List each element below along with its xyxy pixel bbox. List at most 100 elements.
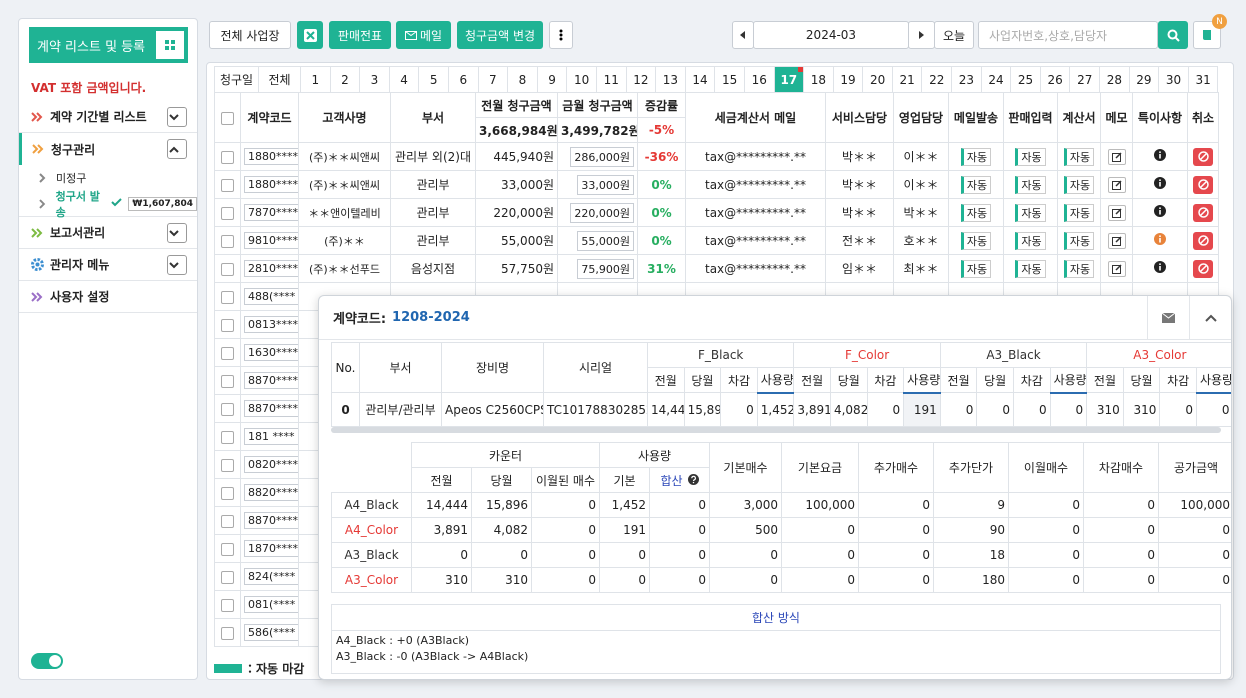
row-checkbox[interactable]	[214, 478, 241, 507]
day[interactable]: 2	[329, 66, 361, 93]
row-checkbox[interactable]	[214, 198, 241, 227]
cancel-button[interactable]	[1193, 147, 1213, 166]
day[interactable]: 18	[803, 66, 834, 93]
day[interactable]: 8	[507, 66, 538, 93]
day[interactable]: 27	[1069, 66, 1101, 93]
menu-item[interactable]: 청구관리	[19, 133, 197, 165]
curr-amount[interactable]: 286,000원	[570, 146, 634, 167]
day[interactable]: 16	[743, 66, 775, 93]
row-checkbox[interactable]	[214, 394, 241, 423]
customer[interactable]: (주)＊＊씨앤씨	[298, 170, 391, 199]
row-checkbox[interactable]	[214, 226, 241, 255]
change-amount-button[interactable]: 청구금액 변경	[457, 21, 543, 49]
mail-button[interactable]: 메일	[396, 21, 451, 49]
row-checkbox[interactable]	[214, 170, 241, 199]
row-checkbox[interactable]	[214, 534, 241, 563]
special-icon[interactable]	[1154, 233, 1166, 248]
dropdown[interactable]	[167, 255, 187, 275]
curr-amount[interactable]: 33,000원	[577, 174, 634, 195]
auto-button[interactable]: 자동	[1015, 147, 1046, 166]
next-month[interactable]	[908, 21, 935, 49]
special-icon[interactable]	[1154, 149, 1166, 164]
auto-button[interactable]: 자동	[1015, 259, 1046, 278]
row-checkbox[interactable]	[214, 310, 241, 339]
day[interactable]: 24	[980, 66, 1012, 93]
cancel-button[interactable]	[1193, 203, 1213, 222]
search-button[interactable]	[1158, 21, 1188, 49]
auto-button[interactable]: 자동	[960, 259, 992, 278]
special-icon[interactable]	[1154, 177, 1166, 192]
day[interactable]: 30	[1158, 66, 1189, 93]
help-icon[interactable]	[687, 473, 699, 488]
today-button[interactable]: 오늘	[934, 21, 974, 49]
curr-amount[interactable]: 55,000원	[577, 230, 634, 251]
day[interactable]: 5	[418, 66, 449, 93]
row-checkbox[interactable]	[214, 506, 241, 535]
day[interactable]: 12	[625, 66, 657, 93]
day[interactable]: 20	[862, 66, 893, 93]
auto-button[interactable]: 자동	[1063, 175, 1095, 194]
day[interactable]: 4	[388, 66, 420, 93]
dropdown[interactable]	[167, 107, 187, 127]
row-checkbox[interactable]	[214, 618, 241, 647]
memo-icon[interactable]	[1107, 232, 1126, 249]
submenu-item[interactable]: 청구서 발송 ₩1,607,804	[19, 190, 197, 219]
auto-button[interactable]: 자동	[1063, 231, 1095, 250]
row-checkbox[interactable]	[214, 422, 241, 451]
search-field[interactable]: 사업자번호,상호,담당자	[978, 21, 1158, 49]
day[interactable]: 21	[891, 66, 923, 93]
day-all[interactable]: 전체	[258, 66, 301, 93]
sales-slip-button[interactable]: 판매전표	[329, 21, 391, 49]
menu-item[interactable]: 계약 기간별 리스트	[19, 101, 197, 133]
auto-button[interactable]: 자동	[1063, 147, 1095, 166]
row-checkbox[interactable]	[214, 338, 241, 367]
day[interactable]: 17	[773, 66, 805, 93]
cancel-button[interactable]	[1193, 259, 1213, 278]
row-checkbox[interactable]	[214, 282, 241, 311]
customer[interactable]: ＊＊앤이텔레비	[298, 198, 391, 227]
month-field[interactable]: 2024-03	[753, 21, 909, 49]
auto-button[interactable]: 자동	[960, 147, 992, 166]
menu-item[interactable]: 보고서관리	[19, 217, 197, 249]
auto-button[interactable]: 자동	[1063, 259, 1095, 278]
mail-icon[interactable]	[1147, 296, 1189, 340]
auto-button[interactable]: 자동	[1015, 231, 1046, 250]
row-checkbox[interactable]	[214, 562, 241, 591]
menu-item[interactable]: 관리자 메뉴	[19, 249, 197, 281]
day[interactable]: 28	[1099, 66, 1130, 93]
select-all[interactable]	[214, 92, 241, 143]
day[interactable]: 3	[359, 66, 390, 93]
row-checkbox[interactable]	[214, 142, 241, 171]
day[interactable]: 1	[300, 66, 331, 93]
register-button[interactable]: 계약 리스트 및 등록	[29, 27, 188, 63]
dropdown[interactable]	[167, 223, 187, 243]
site-button[interactable]: 전체 사업장	[209, 21, 291, 49]
prev-month[interactable]	[732, 21, 754, 49]
special-icon[interactable]	[1154, 205, 1166, 220]
auto-button[interactable]: 자동	[1015, 203, 1046, 222]
curr-amount[interactable]: 220,000원	[570, 202, 634, 223]
memo-icon[interactable]	[1107, 148, 1126, 165]
row-checkbox[interactable]	[214, 366, 241, 395]
day[interactable]: 13	[655, 66, 686, 93]
toggle-switch[interactable]	[31, 653, 63, 669]
memo-icon[interactable]	[1107, 204, 1126, 221]
day[interactable]: 22	[921, 66, 953, 93]
special-icon[interactable]	[1154, 261, 1166, 276]
day[interactable]: 14	[684, 66, 716, 93]
day[interactable]: 11	[595, 66, 627, 93]
memo-icon[interactable]	[1107, 260, 1126, 277]
customer[interactable]: (주)＊＊선푸드	[298, 254, 391, 283]
day[interactable]: 29	[1128, 66, 1160, 93]
menu-item[interactable]: 사용자 설정	[19, 281, 197, 313]
auto-button[interactable]: 자동	[1063, 203, 1095, 222]
row-checkbox[interactable]	[214, 450, 241, 479]
dropdown[interactable]	[167, 139, 187, 159]
day[interactable]: 7	[477, 66, 509, 93]
more-button[interactable]	[549, 21, 573, 49]
day[interactable]: 10	[566, 66, 597, 93]
curr-amount[interactable]: 75,900원	[577, 258, 634, 279]
submenu-item[interactable]: 미정구	[19, 165, 197, 191]
day[interactable]: 25	[1010, 66, 1041, 93]
notice-button[interactable]: N	[1193, 14, 1227, 49]
